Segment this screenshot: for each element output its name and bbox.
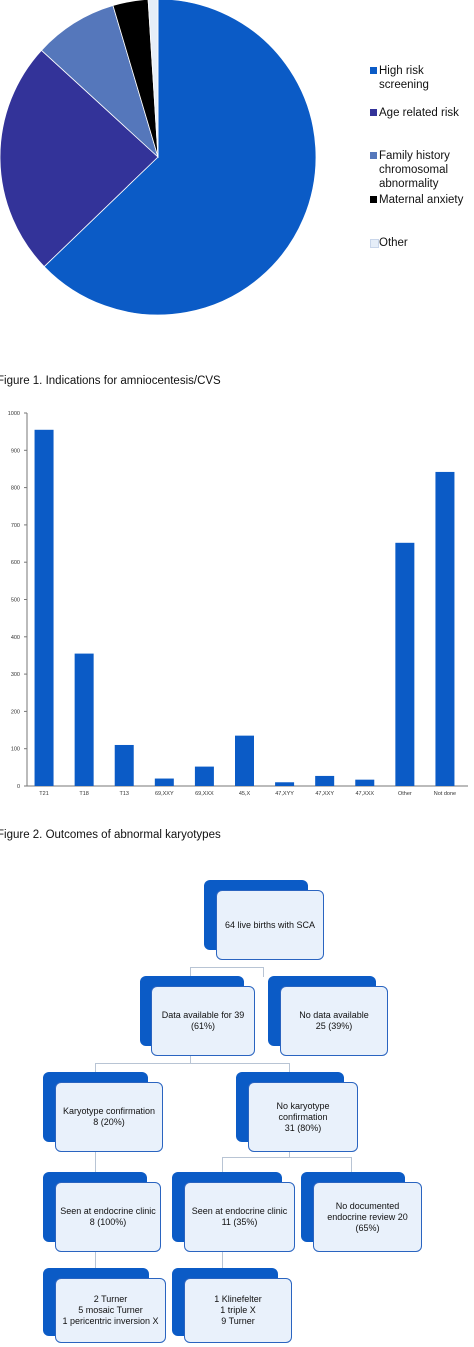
legend-item: Family history chromosomal abnormality [370, 149, 474, 191]
flow-node-text: 11 (35%) [221, 1217, 258, 1227]
x-tick-label: Other [398, 791, 412, 797]
legend-label: Other [379, 237, 408, 249]
bar-chart: 0 100 200 300 400 500 600 700 800 900 1000 T21 T18 T1… [8, 411, 468, 797]
y-tick-label: 200 [11, 709, 20, 715]
flow-node-live-births: 64 live births with SCA [204, 880, 324, 960]
legend-label: Age related risk [379, 107, 459, 119]
flow-node-no-data: No data available 25 (39%) [268, 976, 388, 1056]
bar-not-done [435, 471, 455, 786]
bar-t18 [74, 653, 94, 786]
flow-node-text: 1 Klinefelter [214, 1294, 262, 1304]
flow-node-text: 2 Turner [93, 1294, 128, 1304]
flow-node-text: Data available for 39 [161, 1010, 245, 1020]
flow-node-text: 25 (39%) [315, 1021, 353, 1031]
legend-label: Family history chromosomal abnormality [379, 150, 450, 190]
flow-node-text: Karyotype confirmation [62, 1106, 156, 1116]
flow-node-text: 8 (100%) [89, 1217, 127, 1227]
flow-node-text: Seen at endocrine clinic [60, 1206, 156, 1216]
bar-47-xxx [355, 779, 375, 786]
flow-node-no-endocrine-review: No documented endocrine review 20 (65%) [301, 1172, 422, 1252]
flow-node-karyotype-confirmation: Karyotype confirmation 8 (20%) [43, 1072, 163, 1152]
flow-node-turner-results: 2 Turner 5 mosaic Turner 1 pericentric inv… [43, 1268, 166, 1343]
bar-t21 [34, 429, 54, 786]
x-tick-label: 69,XXX [195, 791, 214, 797]
x-tick-label: T18 [79, 791, 88, 797]
x-tick-label: 47,XXX [355, 791, 374, 797]
legend-label: High risk screening [379, 65, 429, 91]
flow-node-text: 8 (20%) [93, 1117, 125, 1127]
flow-node-text: No documented [335, 1200, 400, 1211]
legend-swatch [370, 67, 377, 74]
x-tick-label: 69,XXY [155, 791, 174, 797]
flow-node-text: 1 triple X [220, 1305, 256, 1315]
flow-node-text: 64 live births with SCA [224, 919, 316, 930]
bar-47-xxy [315, 775, 335, 786]
y-tick-label: 500 [11, 598, 20, 604]
y-tick-label: 0 [17, 784, 20, 790]
y-tick-label: 900 [11, 448, 20, 454]
pie-chart [0, 0, 317, 316]
flow-node-text: Seen at endocrine clinic [191, 1206, 288, 1216]
pie-slice-family-history-chromosomal-abnormality [40, 5, 159, 159]
figure2-caption: Figure 2. Outcomes of abnormal karyotype… [0, 829, 221, 841]
flow-node-text: endocrine review 20 [327, 1211, 408, 1222]
flow-node-seen-endocrine-8: Seen at endocrine clinic 8 (100%) [43, 1172, 161, 1252]
bar-69-xxy [154, 778, 174, 786]
legend-swatch [370, 109, 377, 116]
x-tick-label: Not done [434, 791, 456, 797]
figure1-caption: Figure 1. Indications for amniocentesis/… [0, 375, 221, 387]
legend-item: Other [370, 236, 408, 250]
y-tick-label: 400 [11, 635, 20, 641]
x-tick-label: T21 [39, 791, 48, 797]
flow-node-text: 9 Turner [221, 1316, 255, 1326]
flow-node-text: confirmation [278, 1111, 328, 1122]
y-tick-label: 800 [11, 486, 20, 492]
legend-item: Age related risk [370, 106, 459, 120]
flow-node-text: No data available [299, 1010, 369, 1020]
flow-node-text: 1 pericentric inversion X [62, 1316, 159, 1326]
x-tick-label: 47,XYY [275, 791, 294, 797]
legend-swatch [370, 152, 377, 159]
flow-node-text: No karyotype [276, 1100, 330, 1111]
bar-47-xyy [275, 782, 295, 786]
flow-node-seen-endocrine-11: Seen at endocrine clinic 11 (35%) [172, 1172, 295, 1252]
legend-label: Maternal anxiety [379, 194, 464, 206]
flow-node-text: 31 (80%) [284, 1122, 322, 1133]
y-tick-label: 300 [11, 672, 20, 678]
flow-node-text: 5 mosaic Turner [78, 1305, 143, 1315]
flow-node-text: (65%) [355, 1222, 380, 1233]
y-tick-label: 600 [11, 560, 20, 566]
legend-swatch [370, 196, 377, 203]
flow-node-text: (61%) [190, 1021, 215, 1031]
y-tick-label: 1000 [8, 411, 20, 417]
bar-t13 [114, 744, 134, 786]
x-tick-label: 47,XXY [315, 791, 334, 797]
flow-node-no-karyotype: No karyotype confirmation 31 (80%) [236, 1072, 358, 1152]
bar-45-x [235, 735, 254, 786]
x-tick-label: T13 [119, 791, 128, 797]
pie-slice-maternal-anxiety [112, 0, 159, 158]
x-tick-label: 45,X [239, 791, 251, 797]
flow-node-data-available: Data available for 39 (61%) [140, 976, 255, 1056]
bar-other [395, 542, 415, 786]
pie-slice-high-risk-screening [43, 0, 317, 316]
legend-item: High risk screening [370, 64, 474, 92]
pie-slice-other [147, 0, 159, 158]
legend-item: Maternal anxiety [370, 193, 463, 207]
pie-slice-age-related-risk [0, 49, 159, 268]
legend-swatch [370, 239, 379, 248]
y-tick-label: 700 [11, 523, 20, 529]
bar-69-xxx [194, 766, 214, 786]
y-tick-label: 100 [11, 747, 20, 753]
